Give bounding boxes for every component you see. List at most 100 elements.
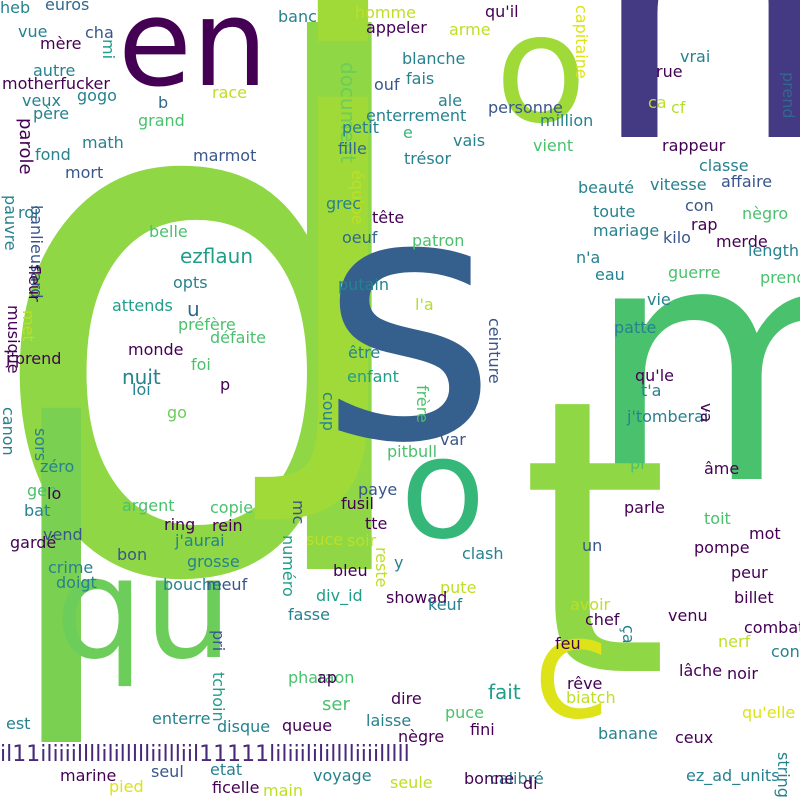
cloud-word: putain [338,275,389,294]
cloud-word: vais [453,131,486,150]
cloud-word: vie [647,290,671,309]
cloud-word: arme [449,20,491,39]
cloud-word: père [33,104,70,123]
cloud-word: y [394,553,404,572]
cloud-word: ca [648,93,667,112]
cloud-word: gen [27,481,58,500]
cloud-word: cf [671,98,686,117]
cloud-word: va [697,403,716,423]
cloud-word: homme [355,3,416,22]
cloud-word: t'a [641,381,662,400]
cloud-word: string [774,752,793,798]
cloud-word: prendrai [760,268,800,287]
cloud-word: foi [191,355,211,374]
cloud-word: ale [438,91,463,110]
cloud-word: appeler [366,18,427,37]
cloud-word: équipe [348,170,367,225]
cloud-word: seul [151,762,184,781]
cloud-word: o [495,0,587,157]
cloud-word: n'a [576,248,601,267]
cloud-word: di [523,774,538,793]
cloud-word: e [403,123,413,142]
cloud-word: en [118,0,268,114]
cloud-word: mère [40,34,82,53]
cloud-word: qu'il [485,2,519,21]
cloud-word: qu'elle [742,703,796,722]
cloud-word: pitbull [387,442,438,461]
cloud-word: tchoin [209,672,228,722]
cloud-word: peur [731,563,768,582]
cloud-word: keuf [428,595,463,614]
cloud-word: enterre [152,709,211,728]
cloud-word: musique [4,305,23,374]
cloud-word: mc [289,500,308,525]
cloud-word: grand [138,111,185,130]
cloud-word: kilo [663,228,691,247]
cloud-word: queue [282,716,333,735]
cloud-word: j'tomberai [627,407,709,426]
cloud-word: argent [122,496,175,515]
cloud-word: go [167,403,187,422]
cloud-word: voyage [313,766,372,785]
cloud-word: showad [386,588,448,607]
cloud-word: paye [358,480,398,499]
cloud-word: l [0,334,123,800]
cloud-word: numéro [279,535,298,597]
cloud-word: tête [372,208,405,227]
cloud-word: ficelle [212,778,260,797]
cloud-word: rue [656,62,683,81]
cloud-word: tte [365,514,388,533]
cloud-word: guerre [668,263,721,282]
cloud-word: m [585,173,800,557]
cloud-word: race [212,83,248,102]
cloud-word: mort [65,163,104,182]
cloud-word: rein [212,516,243,535]
cloud-word: avoir [570,595,611,614]
cloud-word: puce [445,703,484,722]
cloud-word: gardé [10,533,57,552]
cloud-word: marmot [193,146,257,165]
cloud-word: b [158,93,169,112]
cloud-word: il11iliiiillllilillllliillliil11111lilii… [0,742,410,767]
cloud-word: pi [630,454,645,473]
cloud-word: bat [24,501,51,520]
cloud-word: marine [60,766,117,785]
cloud-word: laisse [366,711,412,730]
cloud-word: trésor [404,149,452,168]
cloud-word: capitaine [572,5,591,79]
cloud-word: merde [716,232,768,251]
cloud-word: ez_ad_units [686,766,780,785]
cloud-word: veux [22,91,61,110]
cloud-word: doigt [56,573,97,592]
cloud-word: venu [668,606,708,625]
cloud-word: billet [734,588,774,607]
cloud-word: clash [462,544,504,563]
cloud-word: lâche [679,661,723,680]
cloud-word: document [336,62,360,163]
cloud-word: zéro [40,457,75,476]
cloud-word: suce [306,530,344,549]
cloud-word: qu [55,528,233,691]
cloud-word: enfant [347,367,399,386]
cloud-word: pute [440,578,477,597]
cloud-word: meuf [206,575,248,594]
cloud-word: j'aurai [175,531,225,550]
cloud-word: disque [217,717,271,736]
cloud-word: préfère [178,315,236,334]
cloud-word: copie [210,498,254,517]
cloud-word: fais [406,69,435,88]
cloud-word: motherfucker [2,74,110,93]
cloud-word: fait [488,680,521,704]
cloud-word: j'prend [6,349,62,368]
cloud-word: pied [109,777,144,796]
cloud-word: canon [0,407,18,456]
cloud-word: ser [322,694,350,715]
cloud-word: j [265,0,421,536]
cloud-word: length [748,241,799,260]
cloud-word: reste [372,547,391,588]
cloud-word: vend [43,525,83,544]
cloud-word: ouf [374,75,400,94]
cloud-word: biatch [566,688,616,707]
cloud-word: combat [744,618,800,637]
